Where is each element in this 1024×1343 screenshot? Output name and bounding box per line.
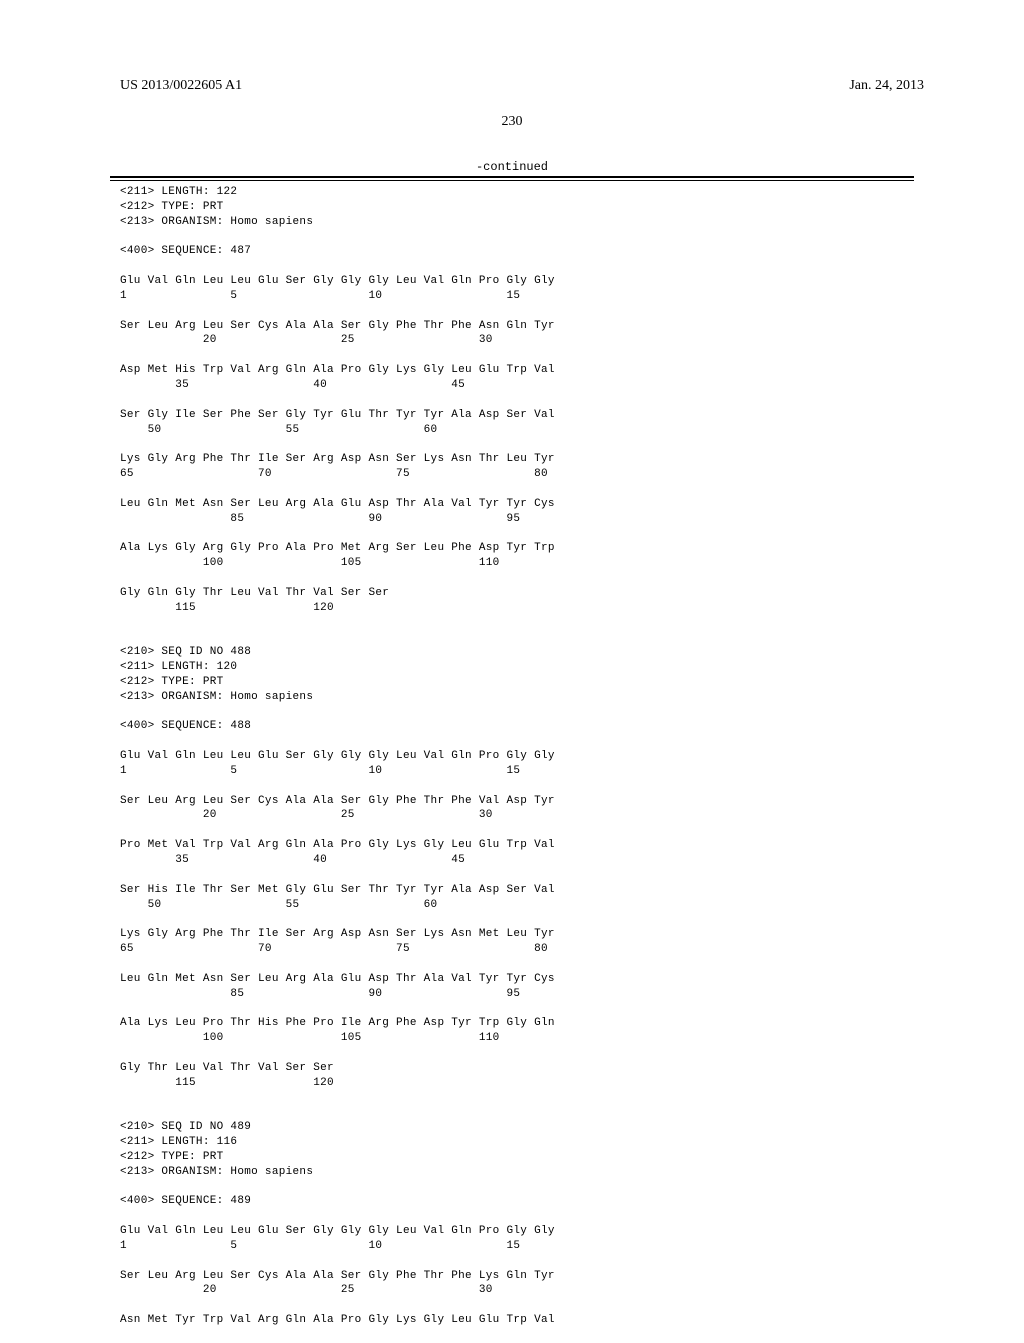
- page-header: US 2013/0022605 A1 Jan. 24, 2013: [0, 0, 1024, 94]
- sequence-listing: <211> LENGTH: 122 <212> TYPE: PRT <213> …: [0, 181, 1024, 1343]
- continued-label: -continued: [110, 160, 914, 174]
- publication-date: Jan. 24, 2013: [849, 78, 924, 94]
- continued-section: -continued: [0, 160, 1024, 181]
- rule-heavy: [110, 176, 914, 178]
- publication-number: US 2013/0022605 A1: [120, 78, 242, 94]
- page-number: 230: [0, 114, 1024, 130]
